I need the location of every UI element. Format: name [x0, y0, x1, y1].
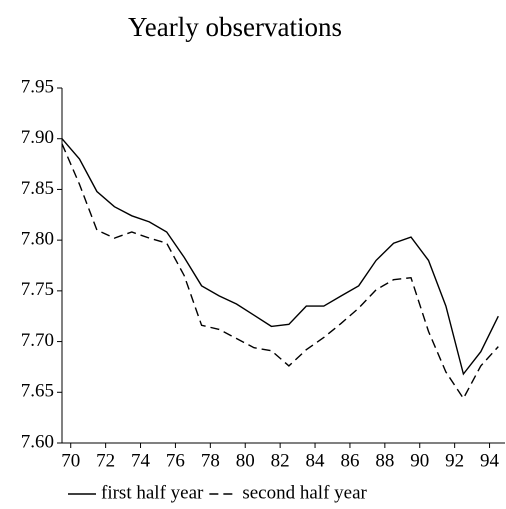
x-tick-label: 82 [271, 450, 290, 471]
y-tick-label: 7.90 [21, 127, 54, 148]
series-line [61, 138, 499, 376]
y-tick-label: 7.60 [21, 431, 54, 452]
y-tick-label: 7.95 [21, 76, 54, 97]
legend-label: second half year [242, 482, 367, 503]
x-tick-label: 78 [201, 450, 220, 471]
y-tick-label: 7.85 [21, 178, 54, 199]
x-tick-label: 88 [375, 450, 394, 471]
x-tick-label: 94 [480, 450, 500, 471]
x-tick-label: 76 [166, 450, 185, 471]
x-tick-label: 86 [340, 450, 359, 471]
x-tick-label: 74 [131, 450, 151, 471]
x-tick-label: 92 [445, 450, 464, 471]
y-tick-label: 7.75 [21, 279, 54, 300]
y-tick-label: 7.70 [21, 330, 54, 351]
series-line [61, 143, 499, 400]
legend-label: first half year [101, 482, 204, 503]
x-tick-label: 90 [410, 450, 429, 471]
x-tick-label: 84 [306, 450, 326, 471]
y-tick-label: 7.80 [21, 229, 54, 250]
y-tick-label: 7.65 [21, 381, 54, 402]
chart-title: Yearly observations [128, 12, 342, 42]
x-tick-label: 72 [96, 450, 115, 471]
x-tick-label: 70 [61, 450, 80, 471]
x-tick-label: 80 [236, 450, 255, 471]
